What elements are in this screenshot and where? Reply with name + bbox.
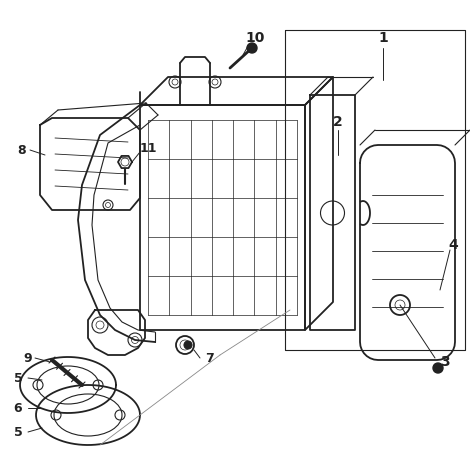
Text: 7: 7 xyxy=(206,352,214,364)
Text: 6: 6 xyxy=(14,401,22,415)
Text: 5: 5 xyxy=(14,426,23,438)
Text: 9: 9 xyxy=(24,352,32,364)
Text: 8: 8 xyxy=(18,143,26,156)
Text: 4: 4 xyxy=(448,238,458,252)
Text: 11: 11 xyxy=(139,142,157,154)
Text: 2: 2 xyxy=(333,115,343,129)
Text: 1: 1 xyxy=(378,31,388,45)
Text: 10: 10 xyxy=(245,31,265,45)
Circle shape xyxy=(247,43,257,53)
Circle shape xyxy=(433,363,443,373)
Text: 3: 3 xyxy=(440,355,450,369)
Circle shape xyxy=(184,341,192,349)
Text: 5: 5 xyxy=(14,371,23,384)
